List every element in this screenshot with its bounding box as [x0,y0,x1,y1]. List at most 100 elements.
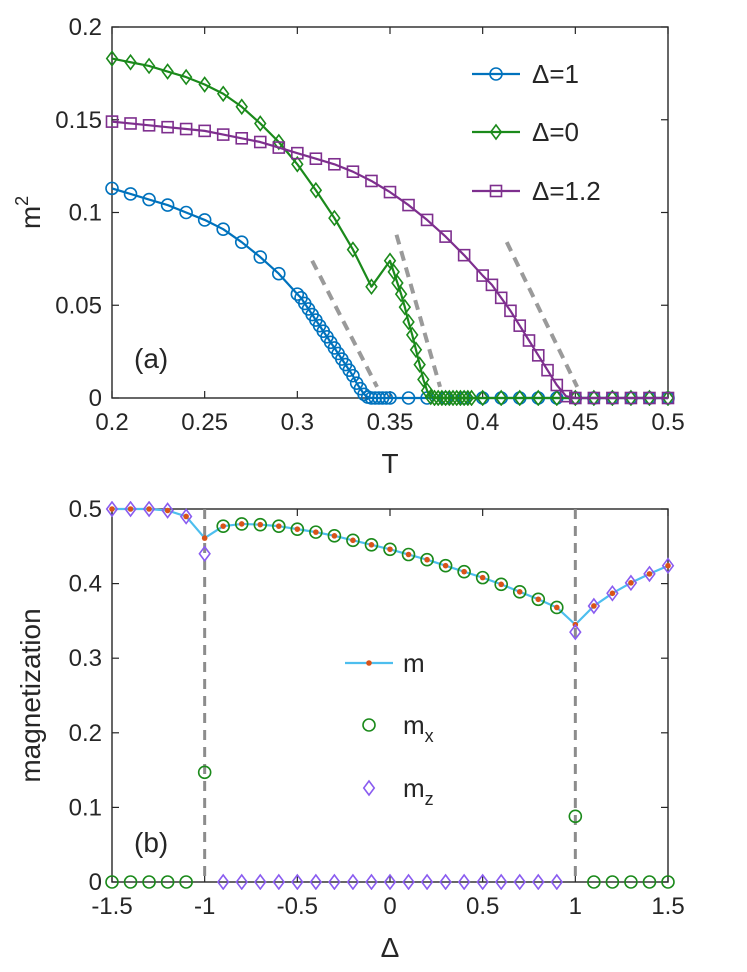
series-3 [105,501,675,890]
data-point [531,349,545,362]
data-point [498,581,505,588]
data-point [124,117,137,130]
data-point [549,600,564,615]
data-point [513,319,527,332]
data-point [216,222,230,236]
data-point [253,250,268,264]
data-point [587,389,601,406]
data-point [254,873,267,890]
data-point [142,57,156,75]
data-point [271,266,286,281]
data-point [254,115,267,132]
y-tick-label: 0.2 [69,720,102,747]
data-point [439,873,452,890]
data-point [253,135,267,149]
data-point [494,577,509,592]
y-axis-label-superscript: 2 [12,196,32,206]
data-point [142,119,156,132]
x-tick-label: 1.5 [651,893,684,920]
data-point [398,298,412,316]
x-tick-label: 0.2 [95,409,128,436]
plot-area-frame [111,26,669,399]
fit-guide-line [504,241,579,388]
data-point [383,542,397,557]
legend-label: Δ=0 [532,117,579,147]
data-point [198,124,211,138]
data-point [294,526,301,532]
data-point [465,389,478,406]
legend-label: m [403,648,425,678]
data-point [494,291,508,305]
data-point [179,68,193,86]
legend: Δ=1 Δ=0 Δ=1.2 [472,59,601,206]
data-point [331,533,338,539]
x-axis-label: Δ [381,932,400,963]
legend-marker [366,660,372,666]
data-point [661,875,675,889]
data-point [424,388,438,406]
y-tick-label: 0.05 [55,292,102,319]
data-point [532,873,545,890]
legend-label: mz [403,773,434,809]
x-tick-label: 0 [383,893,396,920]
data-point [628,580,634,586]
series-line [111,57,668,400]
legend-label-subscript: x [425,726,434,746]
data-point [402,198,415,212]
y-tick-label: 0 [89,869,102,896]
data-point [127,506,134,512]
y-tick-label: 0.1 [69,794,102,821]
data-point [643,565,656,583]
y-axis-label: magnetization [15,608,46,782]
series-line [111,120,668,400]
data-point [387,263,400,281]
data-point [161,63,174,80]
data-point [142,875,156,889]
data-point [364,538,379,552]
legend-marker [489,67,503,81]
data-point [591,603,597,609]
data-point [234,517,249,531]
x-tick-label: -1.5 [91,893,132,920]
data-point [387,546,393,553]
data-point [568,809,583,824]
data-point [479,574,486,581]
data-point [646,571,653,577]
data-point [123,187,138,201]
data-point [142,501,156,518]
x-tick-label: 0.45 [552,409,599,436]
data-point [476,873,489,890]
data-point [346,241,360,258]
legend-item: mz [362,773,434,809]
x-tick-label: 1 [569,893,582,920]
data-point [105,875,119,889]
data-point [290,287,305,301]
data-point [457,564,471,579]
plot-layer [105,501,675,890]
data-point [161,120,174,134]
data-point [541,363,554,377]
y-tick-label: 0.1 [69,200,102,227]
plot-layer [105,50,675,406]
data-point [413,356,426,373]
data-point [402,313,415,331]
data-point [424,556,430,563]
series-2 [105,50,675,406]
data-point [531,592,546,607]
data-point [569,391,582,405]
data-point [409,341,423,359]
data-point [401,391,416,405]
data-point [457,873,471,890]
legend-marker [362,718,376,732]
data-point [643,391,656,405]
data-point [420,552,434,567]
data-point [375,391,390,405]
data-point [624,875,638,889]
data-point [272,141,286,154]
data-point [643,389,656,406]
data-point [123,875,138,889]
data-point [661,391,675,405]
data-point [364,391,379,405]
legend-label: Δ=1 [532,59,579,89]
data-point [420,873,434,890]
